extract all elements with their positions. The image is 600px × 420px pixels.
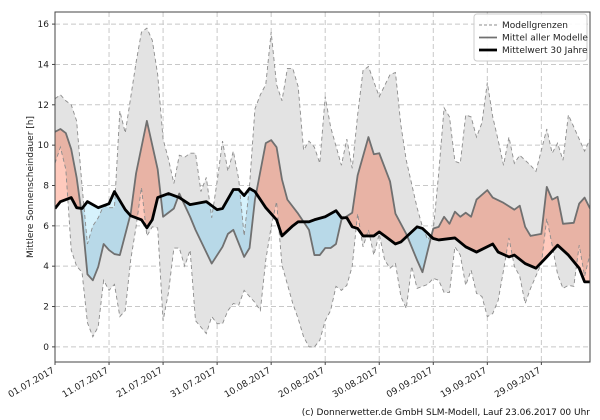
y-axis-label: Mittlere Sonnenscheindauer [h] xyxy=(26,116,36,258)
y-tick-label: 6 xyxy=(43,222,49,232)
y-tick-label: 10 xyxy=(38,141,50,151)
climate-mean-line xyxy=(55,187,590,284)
legend-label: Mittelwert 30 Jahre xyxy=(502,46,588,56)
x-tick-label: 20.08.2017 xyxy=(277,366,327,400)
x-tick-label: 09.09.2017 xyxy=(385,366,435,400)
y-tick-label: 12 xyxy=(38,101,49,111)
x-tick-label: 10.08.2017 xyxy=(223,366,273,400)
legend-label: Mittel aller Modelle xyxy=(502,34,588,44)
x-tick-label: 31.07.2017 xyxy=(169,366,219,400)
x-tick-label: 11.07.2017 xyxy=(61,366,111,400)
x-tick-label: 21.07.2017 xyxy=(115,366,165,400)
lower-bound-line xyxy=(55,145,590,348)
series-lines xyxy=(55,27,590,348)
legend-label: Modellgrenzen xyxy=(502,21,568,31)
fill-areas xyxy=(55,28,590,347)
model-mean-line xyxy=(55,120,590,282)
legend-box xyxy=(473,13,588,62)
x-tick-label: 29.09.2017 xyxy=(493,366,543,400)
copyright-footer: (c) Donnerwetter.de GmbH SLM-Modell, Lau… xyxy=(302,408,591,418)
y-tick-label: 2 xyxy=(43,303,49,313)
x-tick-label: 19.09.2017 xyxy=(439,366,489,400)
plot-frame xyxy=(54,11,591,363)
x-tick-label: 30.08.2017 xyxy=(331,366,381,400)
y-tick-label: 0 xyxy=(43,343,49,353)
y-tick-label: 8 xyxy=(43,181,49,191)
upper-bound-line xyxy=(55,27,590,245)
model-range-band xyxy=(55,28,590,347)
y-tick-label: 16 xyxy=(38,20,50,30)
y-tick-label: 4 xyxy=(43,262,49,272)
y-tick-label: 14 xyxy=(38,60,50,70)
legend: Modellgrenzen Mittel aller Modelle Mittelw… xyxy=(473,13,588,62)
x-tick-label: 01.07.2017 xyxy=(7,366,57,400)
